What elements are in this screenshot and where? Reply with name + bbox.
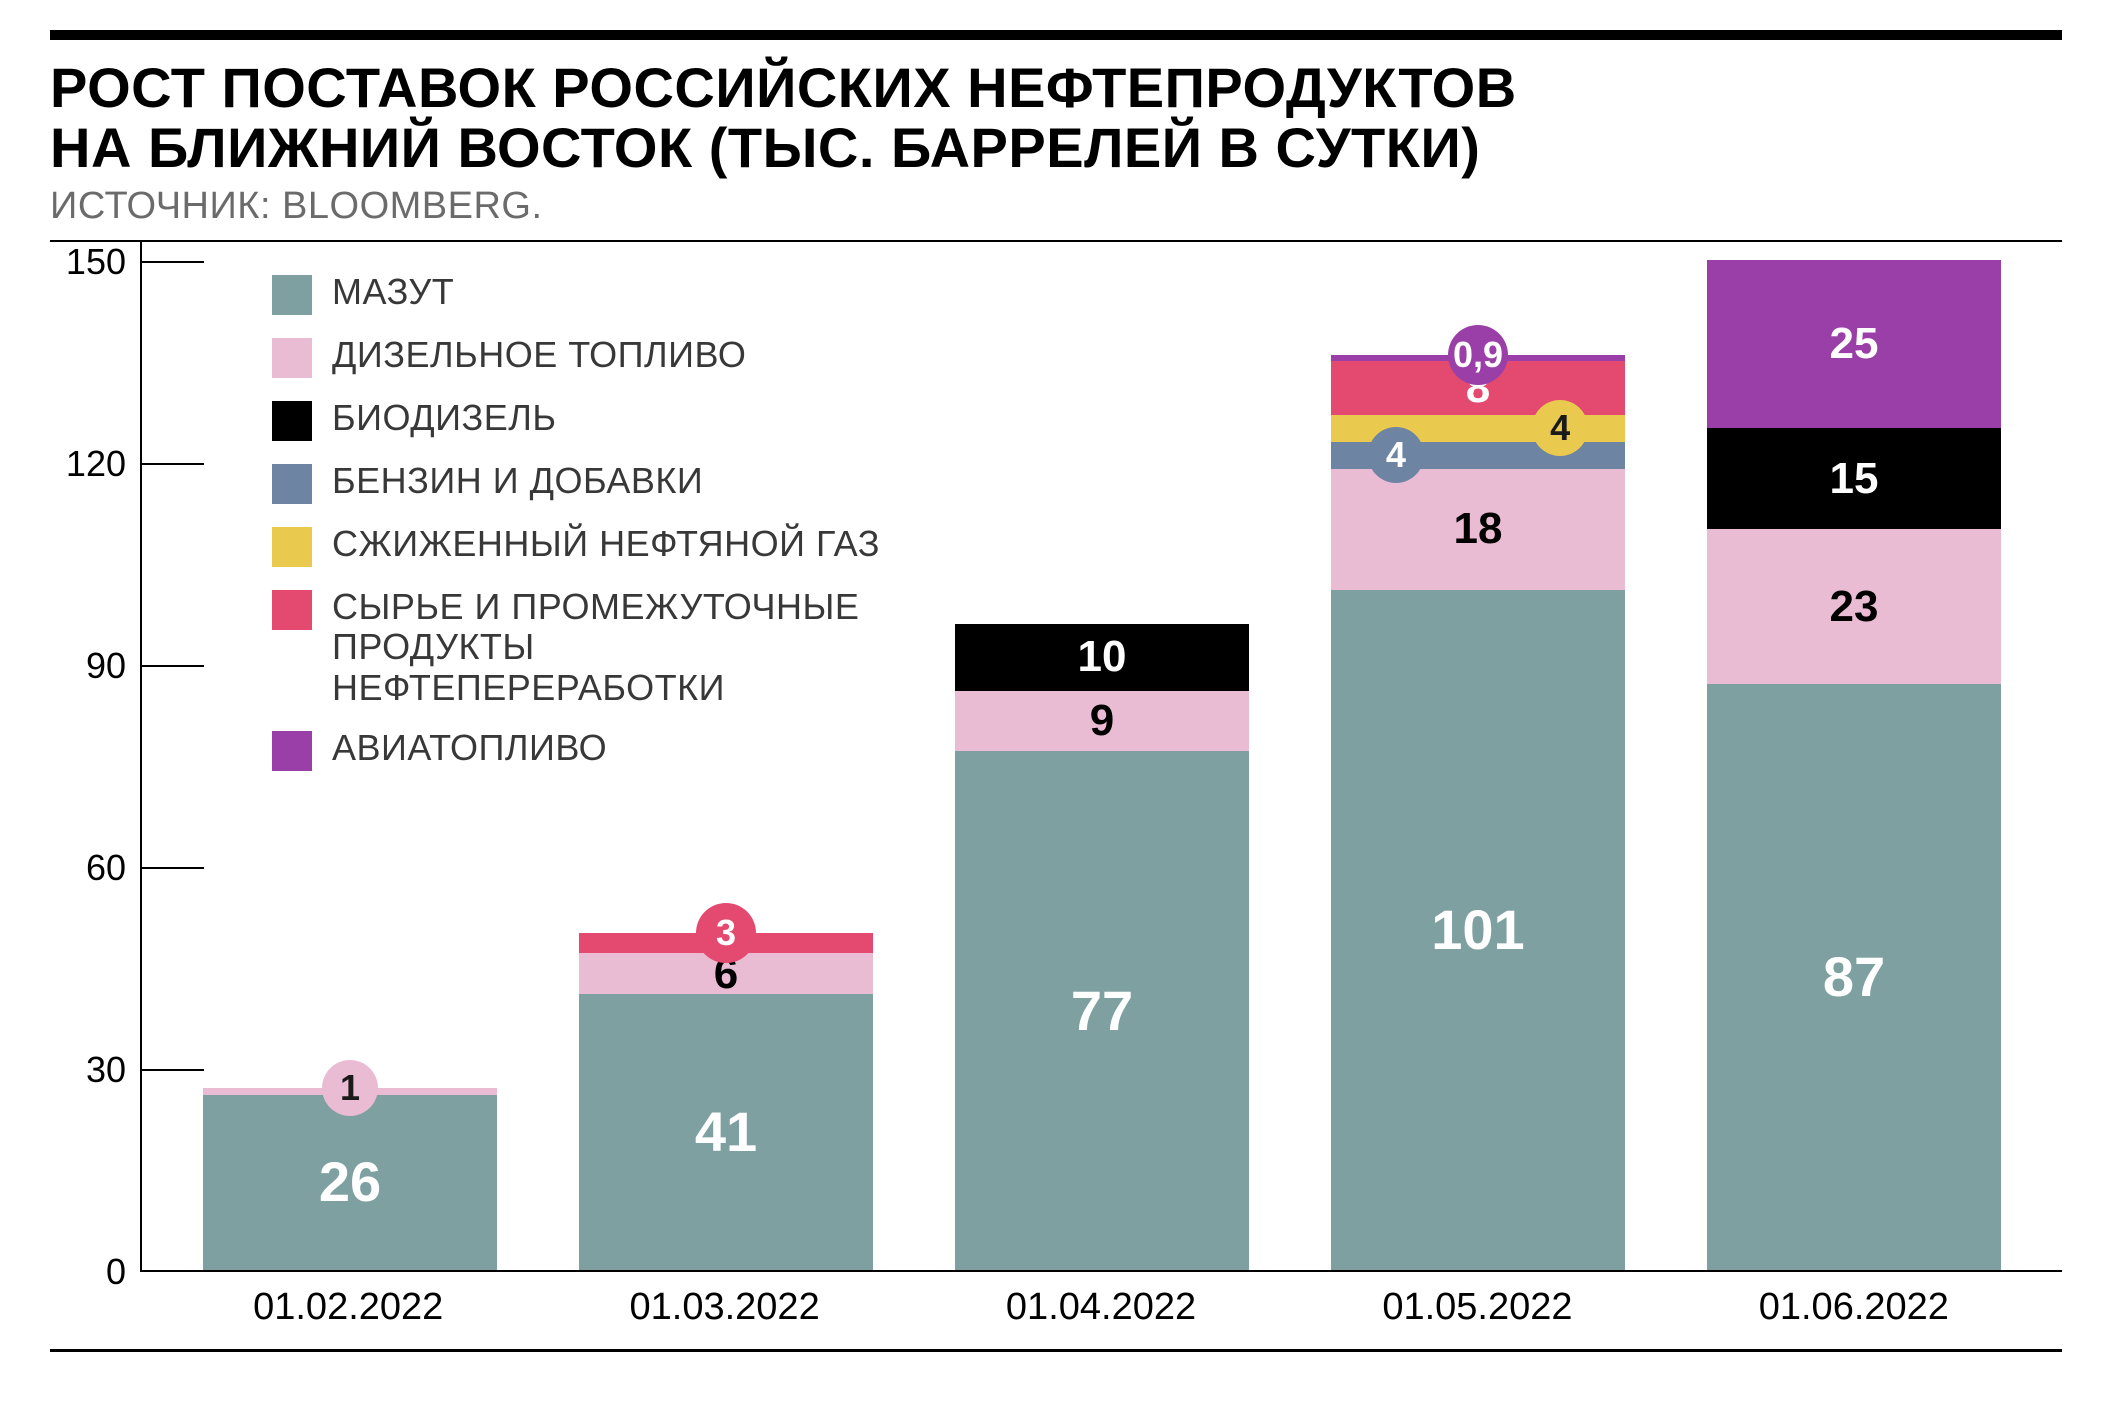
- bar-segment-mazut: 101: [1331, 590, 1624, 1270]
- segment-value: 87: [1823, 949, 1885, 1005]
- x-axis-label: 01.02.2022: [160, 1286, 536, 1329]
- legend-item: АВИАТОПЛИВО: [272, 728, 892, 771]
- segment-value: 41: [695, 1104, 757, 1160]
- legend-swatch: [272, 401, 312, 441]
- x-axis-label: 01.04.2022: [913, 1286, 1289, 1329]
- x-axis-label: 01.06.2022: [1666, 1286, 2042, 1329]
- y-tick-mark: [140, 463, 204, 465]
- legend-label: ДИЗЕЛЬНОЕ ТОПЛИВО: [332, 335, 746, 375]
- bar-segment-mazut: 41: [579, 994, 872, 1270]
- value-bubble: 0,9: [1448, 325, 1508, 385]
- bar-segment-diesel: 18: [1331, 469, 1624, 590]
- bar-segment-feedstock: 3: [579, 933, 872, 953]
- segment-value: 77: [1071, 983, 1133, 1039]
- legend-item: МАЗУТ: [272, 272, 892, 315]
- y-tick-label: 120: [52, 443, 134, 485]
- legend-swatch: [272, 464, 312, 504]
- legend-item: ДИЗЕЛЬНОЕ ТОПЛИВО: [272, 335, 892, 378]
- bar-slot: 77 9 10: [914, 262, 1290, 1270]
- chart-source: ИСТОЧНИК: BLOOMBERG.: [50, 185, 2062, 228]
- legend: МАЗУТ ДИЗЕЛЬНОЕ ТОПЛИВО БИОДИЗЕЛЬ БЕНЗИН И …: [272, 272, 892, 791]
- segment-value: 15: [1830, 457, 1879, 501]
- legend-swatch: [272, 731, 312, 771]
- value-bubble: 1: [322, 1060, 378, 1116]
- chart-title: РОСТ ПОСТАВОК РОССИЙСКИХ НЕФТЕПРОДУКТОВ …: [50, 58, 2062, 179]
- bar-slot: 87 23 15 25: [1666, 262, 2042, 1270]
- bar-segment-diesel: 23: [1707, 529, 2000, 684]
- x-axis-label: 01.03.2022: [536, 1286, 912, 1329]
- legend-label: БИОДИЗЕЛЬ: [332, 398, 556, 438]
- y-tick-label: 0: [52, 1251, 134, 1293]
- segment-value: 18: [1454, 507, 1503, 551]
- legend-swatch: [272, 590, 312, 630]
- bar-segment-biodiesel: 10: [955, 624, 1248, 691]
- y-tick-label: 60: [52, 847, 134, 889]
- value-bubble: 4: [1532, 400, 1588, 456]
- y-tick-label: 150: [52, 241, 134, 283]
- legend-label: БЕНЗИН И ДОБАВКИ: [332, 461, 703, 501]
- bar-segment-mazut: 87: [1707, 684, 2000, 1270]
- chart-container: РОСТ ПОСТАВОК РОССИЙСКИХ НЕФТЕПРОДУКТОВ …: [0, 0, 2112, 1406]
- legend-item: БЕНЗИН И ДОБАВКИ: [272, 461, 892, 504]
- segment-value: 101: [1431, 902, 1524, 958]
- x-axis-label: 01.05.2022: [1289, 1286, 1665, 1329]
- legend-item: БИОДИЗЕЛЬ: [272, 398, 892, 441]
- chart-area: МАЗУТ ДИЗЕЛЬНОЕ ТОПЛИВО БИОДИЗЕЛЬ БЕНЗИН И …: [50, 240, 2062, 1352]
- y-tick-mark: [140, 1069, 204, 1071]
- stacked-bar: 87 23 15 25: [1707, 260, 2000, 1270]
- title-line-2: НА БЛИЖНИЙ ВОСТОК (ТЫС. БАРРЕЛЕЙ В СУТКИ…: [50, 116, 1480, 179]
- legend-item: СЖИЖЕННЫЙ НЕФТЯНОЙ ГАЗ: [272, 524, 892, 567]
- value-bubble: 3: [696, 903, 756, 963]
- legend-label: АВИАТОПЛИВО: [332, 728, 607, 768]
- y-tick-mark: [140, 867, 204, 869]
- bar-segment-jetfuel: 0,9: [1331, 355, 1624, 361]
- stacked-bar: 26 1: [203, 1088, 496, 1270]
- bar-segment-diesel: 1: [203, 1088, 496, 1095]
- segment-value: 23: [1830, 585, 1879, 629]
- legend-swatch: [272, 527, 312, 567]
- segment-value: 10: [1078, 635, 1127, 679]
- bar-segment-biodiesel: 15: [1707, 428, 2000, 529]
- segment-value: 25: [1830, 322, 1879, 366]
- legend-label: МАЗУТ: [332, 272, 454, 312]
- y-tick-mark: [140, 665, 204, 667]
- plot-area: МАЗУТ ДИЗЕЛЬНОЕ ТОПЛИВО БИОДИЗЕЛЬ БЕНЗИН И …: [140, 242, 2062, 1272]
- bar-segment-mazut: 77: [955, 751, 1248, 1269]
- legend-swatch: [272, 275, 312, 315]
- legend-swatch: [272, 338, 312, 378]
- y-tick-mark: [140, 261, 204, 263]
- segment-value: 26: [319, 1154, 381, 1210]
- stacked-bar: 101184480,9: [1331, 355, 1624, 1270]
- bar-segment-jetfuel: 25: [1707, 260, 2000, 428]
- legend-item: СЫРЬЕ И ПРОМЕЖУТОЧНЫЕ ПРОДУКТЫ НЕФТЕПЕРЕ…: [272, 587, 892, 708]
- top-rule: [50, 30, 2062, 40]
- bar-segment-mazut: 26: [203, 1095, 496, 1270]
- y-tick-label: 30: [52, 1049, 134, 1091]
- y-tick-label: 90: [52, 645, 134, 687]
- stacked-bar: 4163: [579, 933, 872, 1270]
- value-bubble: 4: [1368, 427, 1424, 483]
- x-axis: 01.02.202201.03.202201.04.202201.05.2022…: [140, 1272, 2062, 1349]
- legend-label: СЫРЬЕ И ПРОМЕЖУТОЧНЫЕ ПРОДУКТЫ НЕФТЕПЕРЕ…: [332, 587, 892, 708]
- legend-label: СЖИЖЕННЫЙ НЕФТЯНОЙ ГАЗ: [332, 524, 880, 564]
- bar-slot: 101184480,9: [1290, 262, 1666, 1270]
- segment-value: 9: [1090, 699, 1114, 743]
- title-line-1: РОСТ ПОСТАВОК РОССИЙСКИХ НЕФТЕПРОДУКТОВ: [50, 56, 1517, 119]
- bar-segment-diesel: 9: [955, 691, 1248, 752]
- stacked-bar: 77 9 10: [955, 624, 1248, 1270]
